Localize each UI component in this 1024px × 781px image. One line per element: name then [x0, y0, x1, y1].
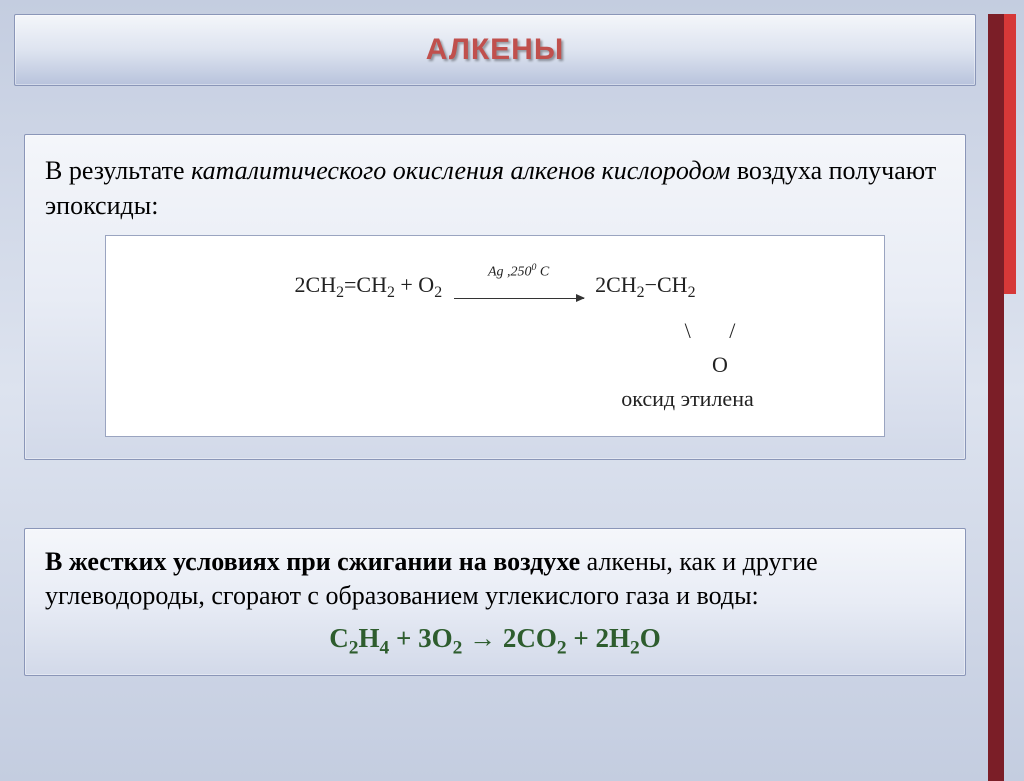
c-H: H [359, 623, 380, 653]
c-sub2b: 2 [453, 637, 463, 658]
c-sub2: 2 [349, 637, 359, 658]
c-O: O [640, 623, 661, 653]
c-water: + 2H [567, 623, 630, 653]
equation-slashes: \ / [106, 314, 884, 348]
sub2e: 2 [688, 284, 696, 301]
product-ch2a: 2CH [595, 272, 637, 297]
equation-label: оксид этилена [106, 382, 884, 416]
sub2b: 2 [387, 284, 395, 301]
product-ch2b: −CH [645, 272, 688, 297]
slide-title: АЛКЕНЫ [15, 33, 975, 67]
c-arrow: → 2CO [462, 623, 557, 653]
intro-plain-1: В результате [45, 156, 191, 185]
equation-oxygen: O [106, 348, 884, 382]
c-sub2c: 2 [557, 637, 567, 658]
arrow-shaft-icon [454, 298, 584, 299]
accent-bar-red [1004, 14, 1016, 294]
accent-bar-dark [988, 14, 1004, 781]
reaction-arrow: Ag ,2500 C [454, 260, 584, 313]
reactant-ch2b: =CH [344, 272, 387, 297]
combustion-equation: C2H4 + 3O2 → 2CO2 + 2H2O [45, 623, 945, 659]
intro-italic: каталитического окисления алкенов кислор… [191, 156, 730, 185]
plus-o2: + O [395, 272, 434, 297]
sub2c: 2 [434, 284, 442, 301]
sub2d: 2 [637, 284, 645, 301]
sub2a: 2 [336, 284, 344, 301]
title-bar: АЛКЕНЫ [14, 14, 976, 86]
equation-line-1: 2CH2=CH2 + O2 Ag ,2500 C 2CH2−CH2 [106, 260, 884, 313]
arrow-conditions: Ag ,2500 C [454, 260, 584, 283]
c-sub2d: 2 [630, 637, 640, 658]
c-sub4: 4 [380, 637, 390, 658]
c-C: C [329, 623, 349, 653]
epoxide-box: В результате каталитического окисления а… [24, 134, 966, 460]
c-plus-o2: + 3O [389, 623, 452, 653]
combustion-box: В жестких условиях при сжигании на возду… [24, 528, 966, 676]
combustion-text: В жестких условиях при сжигании на возду… [45, 545, 945, 613]
combustion-bold: В жестких условиях при сжигании на возду… [45, 547, 580, 576]
epoxide-intro: В результате каталитического окисления а… [45, 153, 945, 223]
equation-box: 2CH2=CH2 + O2 Ag ,2500 C 2CH2−CH2 \ / O … [105, 235, 885, 437]
reactant-ch2a: 2CH [295, 272, 337, 297]
